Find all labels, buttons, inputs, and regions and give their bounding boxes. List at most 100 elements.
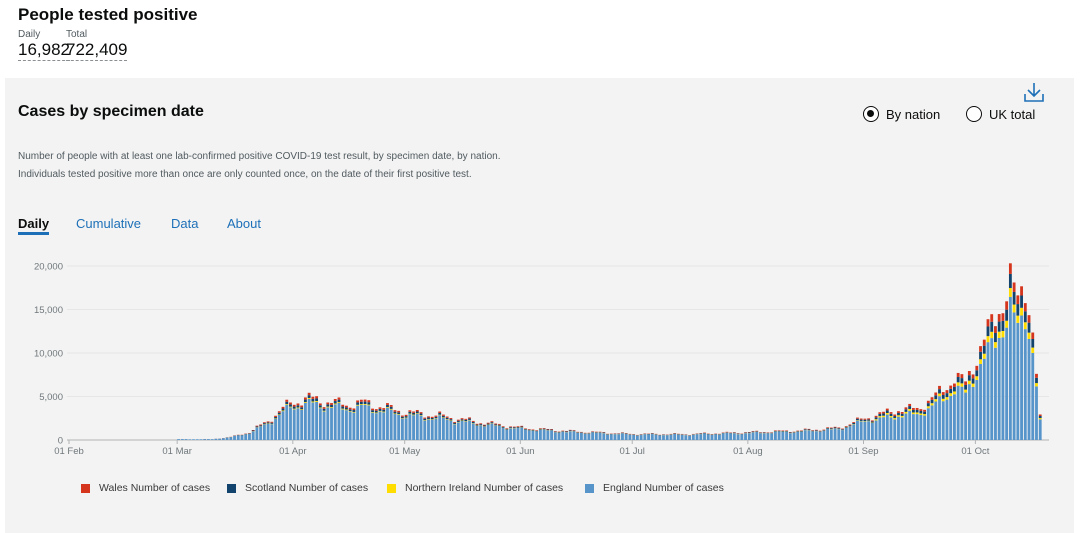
bar-segment xyxy=(964,389,968,393)
bar-segment xyxy=(568,429,572,431)
bar-segment xyxy=(464,418,468,420)
bar-segment xyxy=(979,346,982,352)
tab-cumulative[interactable]: Cumulative xyxy=(76,216,142,231)
bar-segment xyxy=(415,410,419,412)
bar-segment xyxy=(337,397,341,400)
bar-segment xyxy=(479,423,483,425)
total-value[interactable]: 722,409 xyxy=(66,40,128,61)
bar-segment xyxy=(356,402,360,405)
bar-segment xyxy=(464,419,468,422)
bar-segment xyxy=(979,363,982,440)
x-tick-label: 01 Aug xyxy=(733,446,763,457)
bar-segment xyxy=(400,416,404,419)
bar-segment xyxy=(322,410,326,412)
bar-segment xyxy=(859,419,863,421)
bar-segment xyxy=(580,432,583,440)
legend-item-northern-ireland[interactable]: Northern Ireland Number of cases xyxy=(387,482,563,494)
bar-segment xyxy=(270,421,274,423)
bar-segment xyxy=(412,411,415,413)
bar-segment xyxy=(785,430,788,432)
bar-segment xyxy=(759,433,762,440)
bar-segment xyxy=(796,431,800,432)
bar-segment xyxy=(703,433,706,440)
bar-segment xyxy=(315,401,319,440)
bar-segment xyxy=(430,419,434,440)
bar-segment xyxy=(378,411,382,440)
bar-segment xyxy=(949,393,953,396)
bar-segment xyxy=(277,414,281,440)
bar-segment xyxy=(885,410,889,413)
bar-segment xyxy=(289,404,292,407)
bar-segment xyxy=(300,405,304,408)
bar-segment xyxy=(221,438,225,440)
tab-daily[interactable]: Daily xyxy=(18,216,50,235)
bar-segment xyxy=(214,438,218,440)
bar-segment xyxy=(1038,418,1042,420)
bar-segment xyxy=(874,415,878,418)
bar-segment xyxy=(423,417,427,419)
bar-segment xyxy=(1035,383,1038,387)
download-icon[interactable] xyxy=(1023,81,1045,103)
bar-segment xyxy=(982,339,986,346)
bar-segment xyxy=(1031,352,1035,440)
daily-value[interactable]: 16,982 xyxy=(18,40,70,61)
bar-segment xyxy=(904,413,908,440)
bar-segment xyxy=(744,433,747,440)
bar-segment xyxy=(386,407,389,440)
bar-segment xyxy=(803,429,807,430)
bar-segment xyxy=(990,331,994,339)
bar-segment xyxy=(781,430,785,432)
bar-segment xyxy=(371,412,374,440)
bar-segment xyxy=(386,404,389,408)
bar-segment xyxy=(509,426,512,428)
bar-segment xyxy=(326,407,330,440)
bar-segment xyxy=(945,393,949,398)
bar-segment xyxy=(180,439,184,440)
bar-segment xyxy=(318,403,322,406)
x-tick-label: 01 Sep xyxy=(848,446,878,457)
bar-segment xyxy=(501,426,505,428)
tab-data[interactable]: Data xyxy=(171,216,199,231)
bar-segment xyxy=(994,326,997,333)
bar-segment xyxy=(680,434,684,440)
bar-segment xyxy=(1038,414,1042,417)
bar-segment xyxy=(285,404,289,405)
bar-segment xyxy=(195,439,199,440)
bar-segment xyxy=(829,429,833,440)
bar-segment xyxy=(818,431,822,432)
bar-segment xyxy=(229,437,233,440)
bar-segment xyxy=(964,381,968,385)
legend-label-scotland: Scotland Number of cases xyxy=(245,482,369,494)
bar-segment xyxy=(911,408,915,410)
bar-segment xyxy=(397,412,401,415)
bar-segment xyxy=(1001,337,1005,440)
bar-segment xyxy=(270,424,274,440)
bar-segment xyxy=(953,386,956,392)
bar-segment xyxy=(647,434,650,440)
bar-segment xyxy=(967,380,971,385)
tab-about[interactable]: About xyxy=(227,216,261,231)
bar-segment xyxy=(516,428,520,440)
bar-segment xyxy=(960,374,964,379)
radio-uk-total[interactable]: UK total xyxy=(966,106,1035,122)
bar-segment xyxy=(773,431,777,440)
bar-segment xyxy=(729,433,733,440)
radio-by-nation[interactable]: By nation xyxy=(863,106,940,122)
bar-segment xyxy=(367,404,371,406)
bar-segment xyxy=(874,417,878,420)
bar-segment xyxy=(262,424,266,440)
bar-segment xyxy=(318,405,322,408)
legend-item-scotland[interactable]: Scotland Number of cases xyxy=(227,482,368,494)
bar-segment xyxy=(941,394,945,399)
bar-segment xyxy=(412,415,415,440)
legend-item-wales[interactable]: Wales Number of cases xyxy=(81,482,210,494)
bar-segment xyxy=(777,430,781,432)
legend-item-england[interactable]: England Number of cases xyxy=(585,482,724,494)
bar-segment xyxy=(281,408,285,411)
bar-segment xyxy=(274,416,277,419)
bar-segment xyxy=(509,427,512,428)
bar-segment xyxy=(352,410,356,412)
bar-segment xyxy=(404,416,408,418)
bar-segment xyxy=(785,431,788,440)
bar-segment xyxy=(442,417,445,440)
